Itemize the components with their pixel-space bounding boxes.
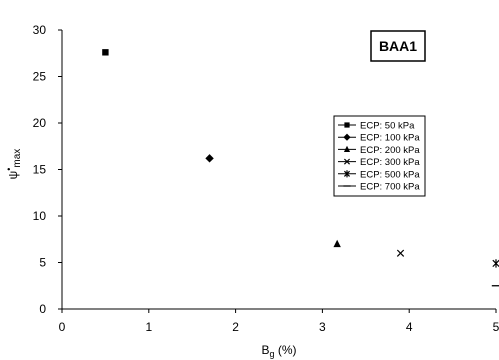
y-tick-label: 0 bbox=[39, 302, 46, 316]
legend-marker-star bbox=[343, 170, 351, 178]
legend-label: ECP: 700 kPa bbox=[360, 182, 420, 193]
legend-label: ECP: 100 kPa bbox=[360, 133, 420, 144]
x-tick-label: 0 bbox=[59, 320, 66, 334]
legend-marker-square bbox=[344, 122, 350, 128]
y-tick-label: 30 bbox=[33, 23, 47, 37]
x-tick-label: 3 bbox=[319, 320, 326, 334]
y-axis-label-sub: max bbox=[12, 149, 23, 168]
chart-title: BAA1 bbox=[379, 38, 417, 54]
data-point-x bbox=[396, 249, 405, 257]
x-tick-label: 2 bbox=[232, 320, 239, 334]
x-axis-label-main: B bbox=[261, 343, 269, 357]
legend-label: ECP: 500 kPa bbox=[360, 169, 420, 180]
y-axis-label: ψ•max bbox=[4, 149, 23, 180]
legend-marker-diamond bbox=[343, 133, 351, 141]
axes: 0 5 10 15 20 25 30 0 1 2 3 4 5 bbox=[33, 23, 499, 334]
legend-marker-triangle bbox=[343, 145, 351, 152]
x-axis-label-sub: g bbox=[270, 349, 275, 359]
data-point-triangle bbox=[333, 239, 341, 248]
x-axis-label-suffix: (%) bbox=[275, 343, 297, 357]
y-tick-label: 5 bbox=[39, 256, 46, 270]
x-ticks: 0 1 2 3 4 5 bbox=[59, 309, 499, 334]
y-tick-label: 25 bbox=[33, 70, 47, 84]
legend-label: ECP: 200 kPa bbox=[360, 145, 420, 156]
y-tick-label: 20 bbox=[33, 116, 47, 130]
y-tick-label: 15 bbox=[33, 163, 47, 177]
x-axis-label: Bg (%) bbox=[261, 343, 296, 359]
legend-label: ECP: 50 kPa bbox=[360, 121, 415, 132]
y-axis-label-sup: • bbox=[4, 168, 14, 171]
y-ticks: 0 5 10 15 20 25 30 bbox=[33, 23, 62, 316]
legend-marker-x bbox=[343, 158, 351, 165]
legend-label: ECP: 300 kPa bbox=[360, 157, 420, 168]
y-tick-label: 10 bbox=[33, 209, 47, 223]
x-tick-label: 4 bbox=[406, 320, 413, 334]
x-tick-label: 1 bbox=[145, 320, 152, 334]
data-points bbox=[102, 49, 499, 287]
data-point-star bbox=[492, 259, 499, 268]
chart-title-box: BAA1 bbox=[370, 30, 426, 62]
y-axis-label-main: ψ bbox=[6, 171, 20, 180]
data-point-square bbox=[102, 49, 109, 56]
data-point-diamond bbox=[205, 154, 214, 163]
x-tick-label: 5 bbox=[493, 320, 499, 334]
